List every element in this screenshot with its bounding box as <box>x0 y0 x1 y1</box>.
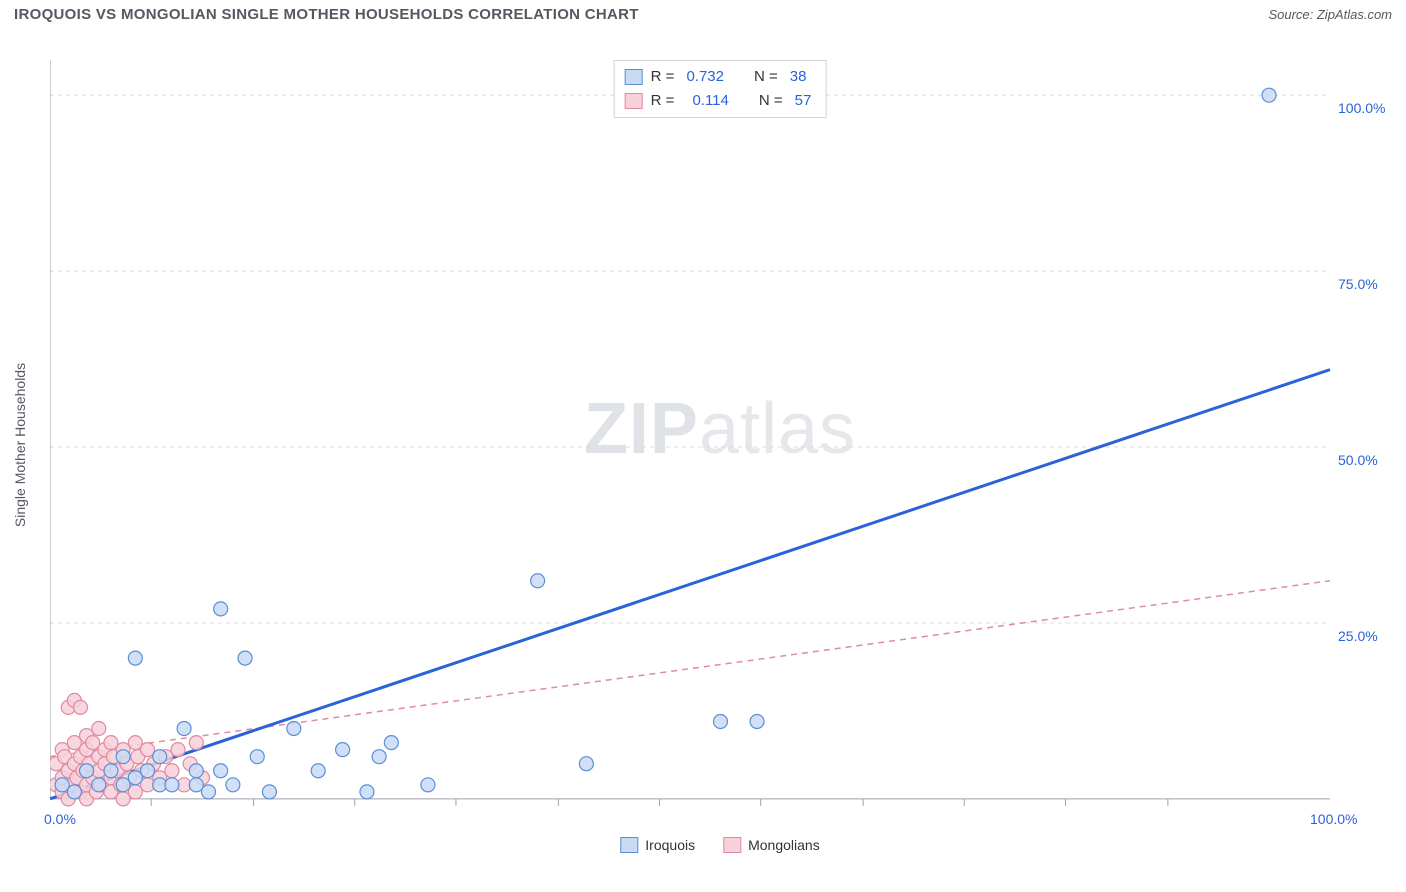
legend-item-mongolians: Mongolians <box>723 837 820 853</box>
svg-text:100.0%: 100.0% <box>1338 100 1385 116</box>
chart-title: IROQUOIS VS MONGOLIAN SINGLE MOTHER HOUS… <box>14 6 639 23</box>
y-axis-label: Single Mother Households <box>12 363 28 527</box>
source-attribution: Source: ZipAtlas.com <box>1268 7 1392 22</box>
swatch-iroquois-icon <box>620 837 638 853</box>
legend-item-iroquois: Iroquois <box>620 837 695 853</box>
swatch-mongolians-icon <box>723 837 741 853</box>
title-bar: IROQUOIS VS MONGOLIAN SINGLE MOTHER HOUS… <box>0 0 1406 29</box>
stats-row-mongolians: R = 0.114 N = 57 <box>625 89 816 113</box>
bottom-legend: Iroquois Mongolians <box>620 837 819 853</box>
x-axis-min-label: 0.0% <box>44 811 76 827</box>
stats-row-iroquois: R = 0.732 N = 38 <box>625 65 816 89</box>
svg-text:75.0%: 75.0% <box>1338 276 1378 292</box>
svg-text:25.0%: 25.0% <box>1338 628 1378 644</box>
scatter-plot: 25.0% 50.0% 75.0% 100.0% <box>50 40 1390 850</box>
svg-text:50.0%: 50.0% <box>1338 452 1378 468</box>
swatch-iroquois <box>625 69 643 85</box>
stats-box: R = 0.732 N = 38 R = 0.114 N = 57 <box>614 60 827 118</box>
x-axis-max-label: 100.0% <box>1310 811 1357 827</box>
chart-area: Single Mother Households ZIPatlas 25.0%5… <box>50 40 1390 850</box>
swatch-mongolians <box>625 93 643 109</box>
